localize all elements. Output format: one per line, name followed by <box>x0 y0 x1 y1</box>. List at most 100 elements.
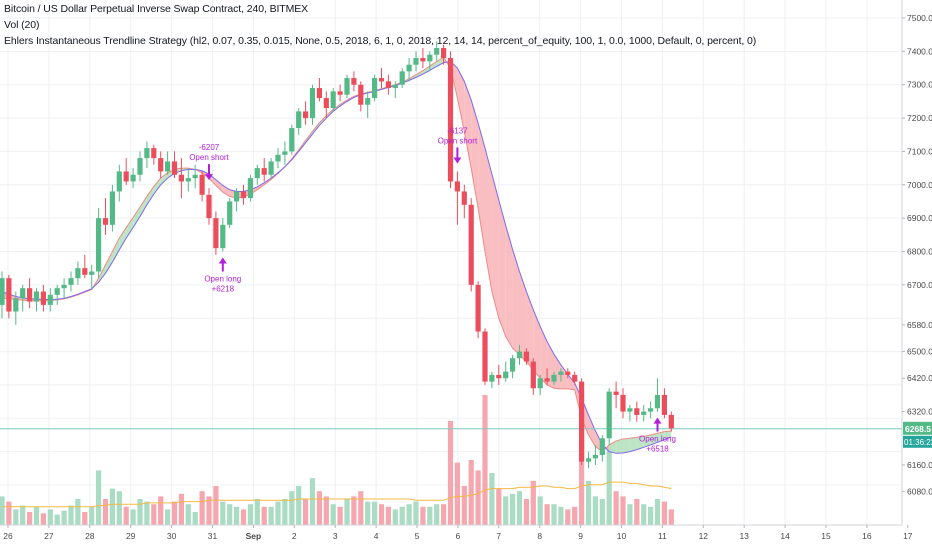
trend-fill <box>498 200 506 337</box>
volume-bar <box>503 496 509 525</box>
price-tick-label: 6320.0 <box>907 407 932 417</box>
candle-body <box>351 78 357 85</box>
candle-body <box>151 148 157 159</box>
volume-bar <box>254 499 260 525</box>
time-tick-label: 2 <box>292 531 297 541</box>
time-tick-label: 12 <box>699 531 709 541</box>
candle-body <box>613 391 619 395</box>
candle-body <box>54 288 60 295</box>
volume-bar <box>434 504 440 525</box>
volume-bar <box>323 496 329 525</box>
volume-ma <box>2 481 672 508</box>
volume-bar <box>178 493 184 525</box>
signal-text: +6218 <box>212 284 235 293</box>
volume-bar <box>47 509 53 525</box>
candle-body <box>213 218 219 249</box>
price-axis[interactable]: 7500.0 7400.0 7300.0 7200.0 7100.0 7000.0 6900… <box>901 0 932 550</box>
trend-fill <box>140 196 147 217</box>
volume-bar <box>544 504 550 525</box>
volume-bar <box>516 491 523 525</box>
candle-body <box>434 48 440 55</box>
trend-fill <box>540 326 548 385</box>
trend-fill <box>457 68 465 132</box>
signal-label: Open long <box>639 435 676 444</box>
volume-bar <box>206 496 212 525</box>
candle-body <box>27 288 33 302</box>
volume-bar <box>213 486 219 525</box>
volume-bar <box>482 395 488 525</box>
volume-bar <box>510 493 516 525</box>
symbol-title[interactable]: Bitcoin / US Dollar Perpetual Inverse Sw… <box>4 3 309 15</box>
volume-bar <box>523 499 529 525</box>
trend-fill <box>160 172 168 185</box>
volume-bar <box>109 488 115 525</box>
candle-body <box>454 181 460 192</box>
candle-body <box>309 88 316 119</box>
volume-bar <box>96 470 102 525</box>
volume-indicator-label[interactable]: Vol (20) <box>4 19 40 31</box>
candle-body <box>316 88 322 99</box>
candle-body <box>579 381 585 462</box>
candle-body <box>447 58 454 182</box>
volume-bar <box>606 447 612 525</box>
trend-line <box>1 60 672 454</box>
signal-arrowhead <box>453 157 462 164</box>
trend-fill <box>464 81 472 169</box>
candle-body <box>344 78 350 95</box>
price-tick-label: 6900.0 <box>907 213 932 223</box>
signal-label: Open short <box>189 153 229 162</box>
volume-bar <box>185 504 191 525</box>
volume-bar <box>192 512 198 525</box>
volume-ma-line <box>2 481 672 508</box>
trend-fill <box>526 291 534 370</box>
price-tick-label: 7200.0 <box>907 113 932 123</box>
volume-bar <box>309 478 316 525</box>
price-tick-label: 7000.0 <box>907 180 932 190</box>
signal-label: Open short <box>438 136 478 145</box>
candle-body <box>303 111 309 119</box>
volume-bars <box>0 395 674 525</box>
volume-bar <box>558 506 564 525</box>
time-tick-label: 14 <box>780 531 790 541</box>
candle-body <box>337 91 343 95</box>
signal-text: +6518 <box>646 445 669 454</box>
candle-body <box>399 71 405 85</box>
volume-bar <box>123 506 129 525</box>
candle-body <box>544 378 550 382</box>
trend-fill <box>126 217 134 239</box>
volume-bar <box>240 509 247 525</box>
volume-bar <box>27 512 33 525</box>
volume-bar <box>378 504 385 525</box>
volume-bar <box>468 460 474 525</box>
volume-bar <box>337 506 343 525</box>
time-tick-label: Sep <box>246 531 262 541</box>
volume-bar <box>627 504 633 525</box>
volume-bar <box>454 462 460 525</box>
candle-body <box>565 371 571 375</box>
candle-body <box>323 98 329 109</box>
countdown-label: 01:36:22 <box>904 438 932 447</box>
candle-body <box>289 128 295 152</box>
candle-body <box>537 378 543 389</box>
candle-body <box>261 168 267 175</box>
volume-bar <box>592 496 598 525</box>
candle-body <box>372 78 378 99</box>
trend-fill <box>512 249 520 355</box>
time-axis[interactable]: 26 27 28 29 30 31 Sep 2 3 4 5 6 7 8 9 10 11 12 13 14 15 16 17 <box>0 524 913 550</box>
candle-body <box>441 48 447 59</box>
strategy-indicator-label[interactable]: Ehlers Instantaneous Trendline Strategy … <box>4 35 757 47</box>
time-tick-label: 15 <box>821 531 831 541</box>
candle-body <box>206 194 212 219</box>
price-tick-label: 7100.0 <box>907 146 932 156</box>
volume-bar <box>344 499 350 525</box>
trend-fill <box>112 238 120 263</box>
candle-body <box>489 374 495 382</box>
candle-body <box>254 168 260 179</box>
candle-body <box>227 201 233 225</box>
candle-body <box>165 161 171 172</box>
time-tick-label: 7 <box>496 531 501 541</box>
volume-bar <box>385 506 391 525</box>
time-tick-label: 17 <box>903 531 913 541</box>
candle-body <box>468 204 474 285</box>
